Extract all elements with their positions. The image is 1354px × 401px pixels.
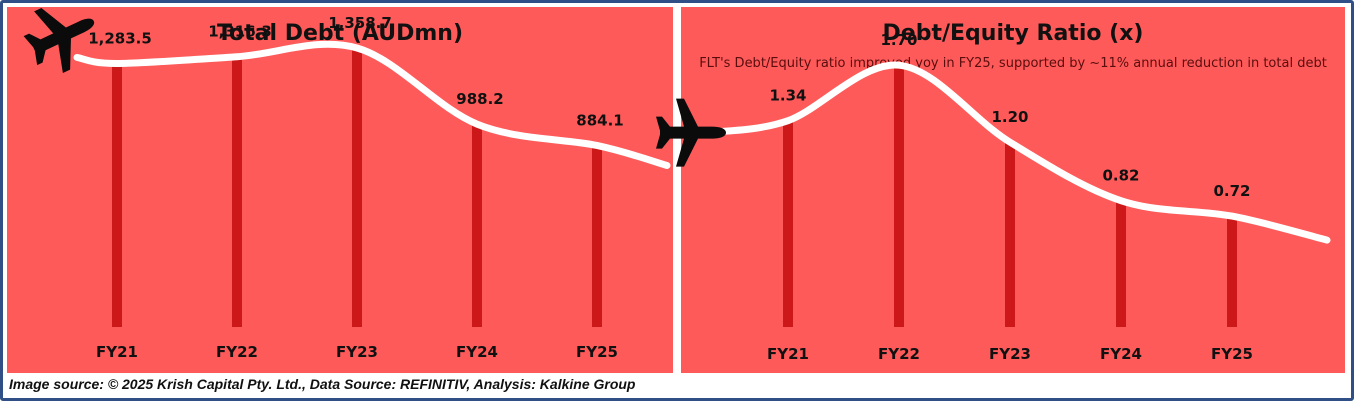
airplane-icon — [23, 8, 95, 74]
chart1-data-label-fy24: 0.82 — [1102, 167, 1139, 185]
chart1-bar-fy25 — [1227, 216, 1237, 327]
chart0-bar-fy21 — [112, 63, 122, 328]
airplane-icon — [656, 98, 726, 167]
chart0-tick-fy25: FY25 — [576, 343, 618, 361]
chart1-subtitle: FLT's Debt/Equity ratio improved yoy in … — [699, 56, 1327, 71]
chart0-tick-fy23: FY23 — [336, 343, 378, 361]
chart0-data-label-fy22: 1,316.3 — [208, 23, 272, 41]
chart1-tick-fy24: FY24 — [1100, 345, 1142, 363]
chart1-data-label-fy25: 0.72 — [1213, 182, 1250, 200]
chart1-data-label-fy21: 1.34 — [769, 87, 806, 105]
chart1-tick-fy23: FY23 — [989, 345, 1031, 363]
total-debt-chart-panel: Total Debt (AUDmn) 1,283.5 1,316.3 1,358.7 9… — [7, 7, 673, 373]
chart0-bar-fy25 — [592, 145, 602, 327]
chart0-bar-fy24 — [472, 124, 482, 327]
chart0-tick-fy24: FY24 — [456, 343, 498, 361]
chart0-trend-curve — [73, 40, 671, 169]
chart0-bar-fy22 — [232, 56, 242, 328]
chart1-tick-fy22: FY22 — [878, 345, 920, 363]
chart1-tick-fy25: FY25 — [1211, 345, 1253, 363]
chart1-trend-curve — [702, 61, 1331, 244]
debt-equity-chart: Debt/Equity Ratio (x) FLT's Debt/Equity r… — [656, 21, 1331, 363]
chart0-data-label-fy21: 1,283.5 — [88, 29, 152, 47]
chart1-title: Debt/Equity Ratio (x) — [883, 21, 1144, 46]
total-debt-chart: Total Debt (AUDmn)1,283.5 1,316.3 1,358.79… — [23, 8, 671, 361]
chart1-bar-fy24 — [1116, 200, 1126, 327]
chart0-data-label-fy24: 988.2 — [456, 90, 503, 108]
chart0-bar-fy23 — [352, 48, 362, 327]
chart1-bar-fy21 — [783, 120, 793, 327]
chart1-bar-fy22 — [894, 65, 904, 327]
chart0-tick-fy21: FY21 — [96, 343, 138, 361]
chart1-tick-fy21: FY21 — [767, 345, 809, 363]
chart0-data-label-fy25: 884.1 — [576, 111, 623, 129]
chart1-data-label-fy22: 1.70 — [880, 31, 917, 49]
chart0-data-label-fy23: 1,358.7 — [328, 14, 392, 32]
chart0-tick-fy22: FY22 — [216, 343, 258, 361]
source-caption: Image source: © 2025 Krish Capital Pty. … — [9, 376, 636, 392]
debt-equity-chart-panel: Debt/Equity Ratio (x) FLT's Debt/Equity r… — [656, 7, 1345, 373]
chart1-data-label-fy23: 1.20 — [991, 108, 1028, 126]
chart1-bar-fy23 — [1005, 142, 1015, 327]
